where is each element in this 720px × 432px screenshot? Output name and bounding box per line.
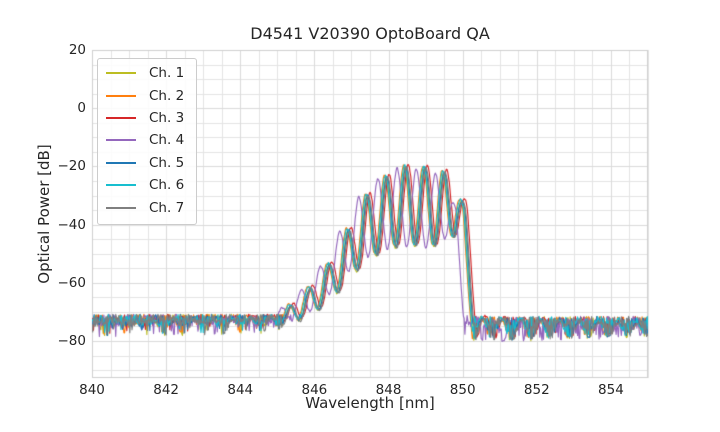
x-axis-label: Wavelength [nm] — [305, 394, 435, 412]
legend-entry: Ch. 5 — [106, 152, 184, 174]
legend-box: Ch. 1 Ch. 2 Ch. 3 Ch. 4 Ch. 5 Ch. 6 Ch. 7 — [97, 58, 198, 225]
y-tick-label: 20 — [68, 42, 86, 58]
x-tick-label: 846 — [301, 382, 328, 398]
legend-label: Ch. 3 — [149, 109, 185, 126]
legend-entry: Ch. 2 — [106, 84, 184, 106]
legend-entry: Ch. 1 — [106, 62, 184, 84]
x-tick-label: 854 — [598, 382, 624, 398]
legend-label: Ch. 2 — [149, 87, 185, 104]
legend-label: Ch. 5 — [149, 154, 185, 171]
y-tick-label: −60 — [57, 274, 87, 291]
legend-line-swatch — [106, 206, 136, 209]
y-tick-label: −40 — [57, 216, 87, 233]
x-tick-label: 848 — [375, 382, 402, 398]
x-tick-label: 842 — [153, 382, 180, 398]
legend-line-swatch — [106, 116, 136, 119]
legend-label: Ch. 6 — [149, 177, 185, 194]
x-tick-label: 840 — [79, 382, 105, 398]
legend-line-swatch — [106, 94, 136, 97]
legend-line-swatch — [106, 161, 136, 164]
legend-label: Ch. 1 — [149, 65, 185, 82]
y-tick-label: −80 — [57, 333, 87, 350]
y-tick-label: −20 — [57, 158, 87, 175]
legend-line-swatch — [106, 139, 136, 142]
x-tick-label: 844 — [227, 382, 254, 398]
legend-line-swatch — [106, 184, 136, 187]
legend-label: Ch. 7 — [149, 199, 185, 216]
x-tick-label: 850 — [449, 382, 476, 398]
y-tick-label: 0 — [77, 100, 86, 117]
legend-entry: Ch. 7 — [106, 196, 184, 218]
legend-entry: Ch. 6 — [106, 174, 184, 196]
legend-entry: Ch. 3 — [106, 107, 184, 129]
x-tick-label: 852 — [523, 382, 550, 398]
legend-entry: Ch. 4 — [106, 129, 184, 151]
legend-label: Ch. 4 — [149, 132, 185, 149]
legend-line-swatch — [106, 72, 136, 75]
chart-title: D4541 V20390 OptoBoard QA — [250, 24, 490, 43]
